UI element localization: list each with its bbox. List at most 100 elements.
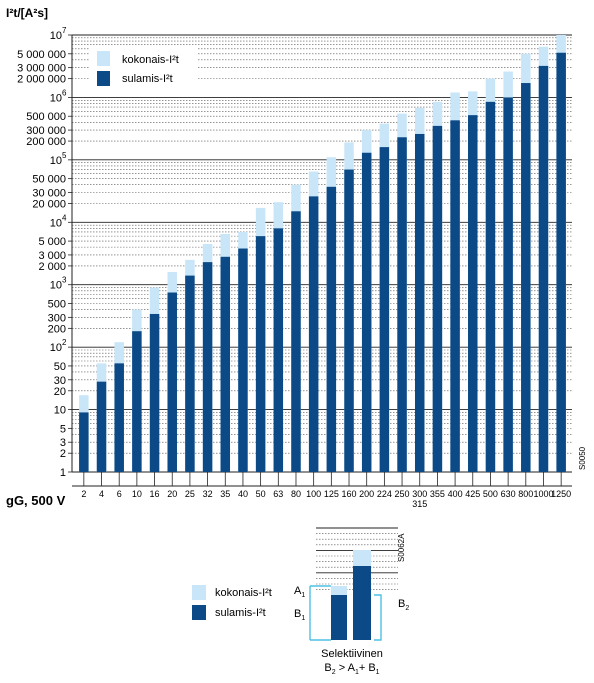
diagram-bar-b-melting (353, 566, 371, 640)
bar-melting-6 (114, 363, 124, 472)
y-tick-exponent: 7 (62, 26, 67, 35)
y-tick-label: 5 (60, 423, 66, 435)
y-tick-exponent: 3 (62, 276, 67, 285)
bar-melting-800 (521, 83, 531, 472)
x-axis: 2 4 6 10 16 20 25 32 35 40 50 63 80 100 125 160 200 224 25… (72, 472, 572, 509)
y-tick-label: 200 000 (26, 136, 66, 148)
x-tick-label-250: 250 (395, 489, 410, 499)
bar-melting-80 (291, 211, 301, 472)
x-tick-label-355: 355 (430, 489, 445, 499)
chart-legend: kokonais-I²t sulamis-I²t (89, 46, 197, 94)
y-tick-label: 3 (60, 437, 66, 449)
y-tick-label: 500 (48, 299, 66, 311)
x-tick-sublabel: 315 (412, 499, 427, 509)
x-tick-label-20: 20 (167, 489, 177, 499)
bar-melting-224 (379, 147, 390, 472)
bar-melting-2 (79, 412, 89, 472)
x-tick-label-35: 35 (220, 489, 230, 499)
y-tick-label: 50 (54, 361, 66, 373)
diagram-bar-a-melting (331, 595, 347, 640)
legend-swatch-melting (97, 71, 110, 86)
bar-melting-425 (468, 115, 478, 472)
label-b1: B1 (294, 608, 305, 622)
bar-melting-50 (255, 236, 266, 472)
x-tick-label-1000: 1000 (533, 489, 553, 499)
y-tick-exponent: 4 (62, 213, 67, 222)
y-tick-label: 20 (54, 386, 66, 398)
x-tick-label-800: 800 (518, 489, 533, 499)
bar-melting-10 (132, 331, 142, 472)
y-tick-label: 5 000 000 (17, 49, 66, 61)
a1-b1-bracket (309, 585, 331, 641)
i2t-bar-chart: I²t/[A²s] gG, 500 V S0050 12351020305010… (6, 6, 587, 509)
bar-melting-300 (414, 133, 425, 473)
diagram-caption: Selektiivinen (321, 648, 383, 660)
y-tick-exponent: 5 (62, 151, 67, 160)
x-tick-label-100: 100 (306, 489, 321, 499)
x-tick-label-16: 16 (150, 489, 160, 499)
y-tick-label: 30 000 (32, 187, 66, 199)
bar-melting-630 (503, 97, 513, 472)
x-tick-label-40: 40 (238, 489, 248, 499)
diagram-code: S0062A (397, 533, 406, 562)
bar-melting-32 (202, 262, 213, 472)
bar-melting-250 (397, 137, 407, 472)
y-tick-label: 3 000 (38, 250, 66, 262)
y-tick-label: 10 (50, 92, 62, 104)
bar-melting-125 (326, 186, 337, 472)
legend-label-melting: sulamis-I²t (122, 73, 173, 85)
y-tick-label: 2 000 (38, 261, 66, 273)
y-tick-label: 10 (50, 342, 62, 354)
y-tick-label: 500 000 (26, 111, 66, 123)
y-tick-label: 10 (50, 217, 62, 229)
x-tick-label-80: 80 (291, 489, 301, 499)
y-tick-exponent: 2 (62, 338, 67, 347)
bar-melting-500 (485, 101, 496, 473)
y-tick-label: 300 000 (26, 125, 66, 137)
x-tick-label-1250: 1250 (551, 489, 571, 499)
bar-melting-355 (432, 125, 443, 472)
diagram-bar-a-top (331, 586, 347, 595)
bars-layer (79, 35, 566, 473)
y-tick-label: 10 (54, 405, 66, 417)
diagram-legend-label-melting: sulamis-I²t (215, 607, 266, 619)
label-b2: B2 (398, 598, 409, 612)
y-axis-label: I²t/[A²s] (6, 6, 48, 20)
x-tick-label-630: 630 (501, 489, 516, 499)
y-tick-label: 2 (60, 448, 66, 460)
legend-swatch-total (97, 51, 110, 66)
selectivity-diagram: A1 B1 B2 S0062A kokonais-I²t sulamis-I²t… (192, 527, 409, 676)
bar-melting-40 (238, 248, 248, 472)
bar-melting-200 (361, 152, 372, 472)
bar-melting-16 (149, 313, 160, 472)
y-tick-label: 20 000 (32, 198, 66, 210)
x-tick-label-400: 400 (448, 489, 463, 499)
y-tick-label: 200 (48, 323, 66, 335)
bar-melting-160 (344, 169, 354, 472)
y-tick-exponent: 6 (62, 88, 67, 97)
x-tick-label-300: 300 (412, 489, 427, 499)
x-tick-label-10: 10 (132, 489, 142, 499)
label-a1: A1 (294, 585, 305, 599)
x-tick-label-4: 4 (99, 489, 104, 499)
x-tick-label-160: 160 (342, 489, 357, 499)
x-tick-label-125: 125 (324, 489, 339, 499)
bar-melting-4 (96, 381, 107, 472)
x-tick-label-32: 32 (203, 489, 213, 499)
y-tick-label: 2 000 000 (17, 74, 66, 86)
y-tick-label: 50 000 (32, 174, 66, 186)
x-tick-label-63: 63 (273, 489, 283, 499)
y-tick-label: 1 (60, 467, 66, 479)
diagram-legend-swatch-total (192, 585, 206, 600)
bar-melting-1000 (538, 65, 549, 473)
x-tick-label-200: 200 (359, 489, 374, 499)
bar-melting-1250 (556, 52, 566, 473)
y-tick-label: 30 (54, 375, 66, 387)
x-tick-label-500: 500 (483, 489, 498, 499)
diagram-formula: B2 > A1+ B1 (324, 662, 379, 676)
diagram-legend-label-total: kokonais-I²t (215, 587, 272, 599)
x-tick-label-224: 224 (377, 489, 392, 499)
y-tick-label: 10 (50, 30, 62, 42)
x-tick-label-2: 2 (81, 489, 86, 499)
